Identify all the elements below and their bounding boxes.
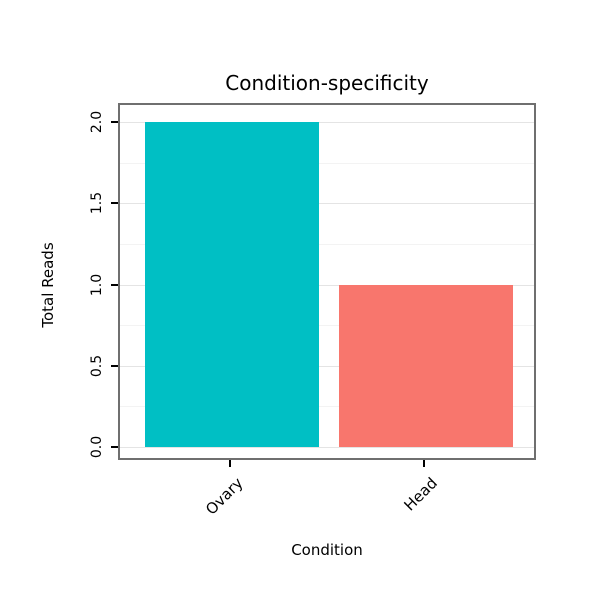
plot-panel bbox=[118, 103, 536, 460]
y-axis-tick bbox=[111, 283, 118, 286]
y-tick-label: 1.0 bbox=[89, 273, 105, 296]
major-gridline bbox=[120, 365, 534, 367]
x-tick-label-ovary: Ovary bbox=[202, 474, 247, 519]
x-axis-title: Condition bbox=[291, 541, 363, 559]
x-axis-tick bbox=[229, 460, 231, 467]
x-tick-label-head: Head bbox=[400, 474, 441, 515]
y-axis-tick bbox=[111, 202, 118, 205]
bar-head bbox=[339, 284, 513, 447]
minor-gridline bbox=[120, 325, 534, 327]
y-axis-tick bbox=[111, 364, 118, 367]
major-gridline bbox=[120, 447, 534, 448]
bar-ovary bbox=[145, 122, 319, 447]
major-gridline bbox=[120, 122, 534, 123]
y-axis-tick bbox=[111, 121, 118, 123]
chart-title: Condition-specificity bbox=[225, 71, 429, 95]
y-axis-tick bbox=[111, 446, 118, 448]
major-gridline bbox=[120, 284, 534, 286]
minor-gridline bbox=[120, 406, 534, 408]
x-axis-tick bbox=[423, 460, 425, 467]
y-tick-label: 0.5 bbox=[89, 354, 105, 377]
y-tick-label: 0.0 bbox=[89, 435, 105, 459]
minor-gridline bbox=[120, 243, 534, 245]
minor-gridline bbox=[120, 162, 534, 164]
major-gridline bbox=[120, 203, 534, 205]
y-axis-title: Total Reads bbox=[39, 242, 57, 328]
y-tick-label: 2.0 bbox=[89, 110, 105, 134]
y-tick-label: 1.5 bbox=[89, 192, 105, 215]
